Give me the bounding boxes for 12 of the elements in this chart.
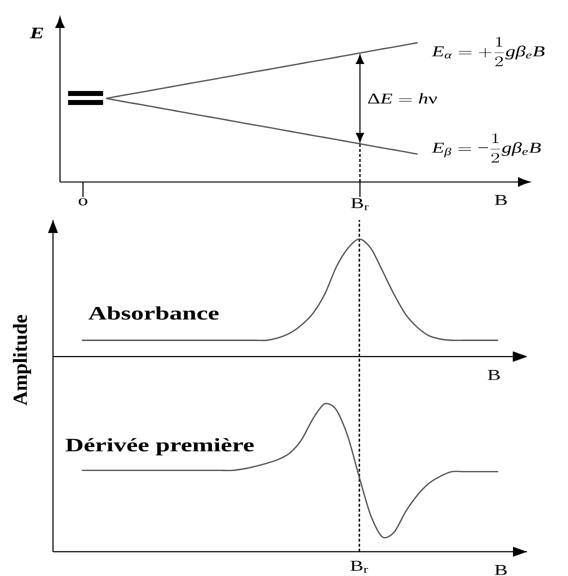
series-label: Absorbance	[88, 306, 219, 320]
y-axis-title: E	[30, 28, 44, 38]
annotation: $\Delta E = h\nu$	[368, 93, 437, 104]
ref-line-label: B	[488, 370, 500, 380]
x-axis-title: B	[494, 565, 507, 575]
x-tick-label: o	[78, 198, 88, 206]
series-label: Dérivée première	[66, 438, 254, 456]
y-axis-title: Amplitude	[12, 314, 32, 406]
series-label: $E_{\beta} = −\frac{1}{2}g\beta_{e}B$	[432, 133, 541, 163]
series-label: $E_{\alpha} = +\frac{1}{2}g\beta_{e}B$	[432, 37, 544, 66]
text: B$_{r}$	[350, 560, 368, 573]
x-axis-title: B	[494, 195, 507, 205]
